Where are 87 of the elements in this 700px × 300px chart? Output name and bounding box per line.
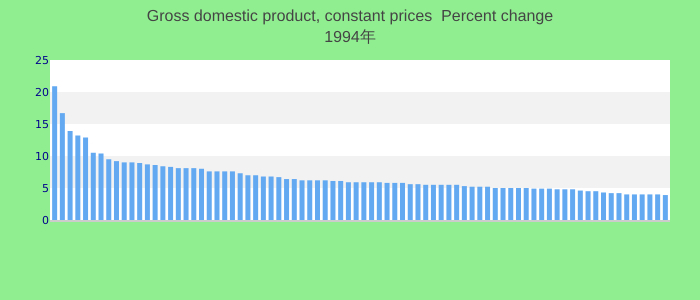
chart-title: Gross domestic product, constant prices Percent change 1994年: [146, 8, 554, 46]
bar: [438, 184, 444, 220]
bar: [446, 184, 452, 220]
bar: [539, 188, 544, 220]
bar: [616, 193, 622, 220]
bar: [485, 186, 490, 220]
bar: [338, 180, 344, 220]
bar: [624, 194, 630, 220]
bar: [601, 192, 606, 220]
bar: [245, 175, 250, 220]
bar: [346, 182, 351, 220]
bar: [222, 171, 228, 220]
bar: [477, 186, 482, 220]
bar: [454, 184, 460, 220]
bar: [83, 137, 88, 220]
bar: [384, 182, 390, 220]
bar: [199, 168, 204, 220]
bar: [238, 173, 243, 220]
bar: [586, 191, 591, 220]
bar: [129, 162, 134, 220]
bar: [593, 191, 598, 220]
bar: [90, 152, 96, 220]
bar: [98, 153, 104, 220]
bar: [230, 171, 235, 220]
bar: [462, 186, 467, 220]
bar: [253, 175, 258, 220]
bar: [508, 188, 514, 220]
bar: [52, 86, 58, 220]
bar: [276, 177, 282, 220]
bar: [408, 184, 413, 220]
bar: [554, 189, 560, 220]
bar: [114, 161, 119, 220]
bar: [268, 176, 274, 220]
bar: [168, 166, 174, 220]
bar: [184, 168, 189, 220]
bar: [284, 179, 290, 220]
bar: [430, 184, 436, 220]
bar: [122, 162, 127, 220]
y-tick-label: 5: [42, 182, 49, 195]
bar: [655, 194, 660, 220]
bar: [632, 194, 637, 220]
bar: [570, 189, 576, 220]
bar: [662, 195, 668, 220]
bar: [330, 180, 336, 220]
bar: [531, 188, 536, 220]
bar: [492, 188, 498, 220]
bar: [500, 188, 506, 220]
y-tick-label: 20: [35, 86, 49, 99]
bar: [106, 159, 112, 220]
bar: [60, 113, 65, 220]
bar: [176, 168, 181, 220]
bar: [314, 180, 320, 220]
bar: [214, 171, 220, 220]
y-tick-label: 15: [35, 118, 49, 131]
bar: [160, 166, 166, 220]
bar: [392, 182, 398, 220]
bar: [152, 164, 158, 220]
bar: [562, 189, 568, 220]
bar: [322, 180, 328, 220]
bar: [400, 182, 406, 220]
bar: [470, 186, 475, 220]
bar: [361, 182, 366, 220]
bar: [260, 176, 266, 220]
bar: [137, 163, 142, 220]
y-tick-label: 25: [35, 54, 49, 67]
bar: [578, 190, 583, 220]
bar: [524, 188, 529, 220]
bar: [608, 193, 614, 220]
bar: [68, 131, 73, 220]
bar: [75, 136, 80, 220]
bar: [354, 182, 359, 220]
bar: [423, 184, 428, 220]
bar: [640, 194, 645, 220]
bar: [292, 179, 297, 220]
bar: [415, 184, 420, 220]
bar: [376, 182, 382, 220]
bar: [516, 188, 521, 220]
bar: [647, 194, 652, 220]
bar: [307, 180, 312, 220]
y-tick-label: 0: [42, 214, 49, 227]
bar: [206, 171, 212, 220]
y-tick-label: 10: [35, 150, 49, 163]
bar: [369, 182, 374, 220]
bar: [191, 168, 196, 220]
bar: [546, 188, 552, 220]
bar: [144, 164, 150, 220]
bar: [300, 180, 305, 220]
